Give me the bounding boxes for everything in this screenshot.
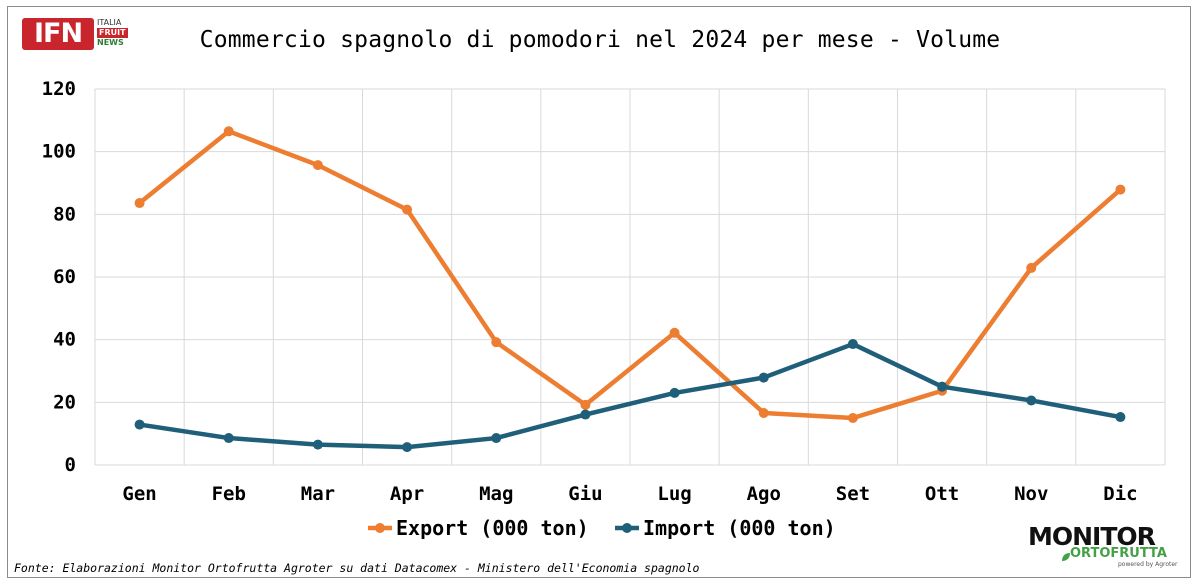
x-tick-label: Ott bbox=[925, 483, 959, 505]
legend-import-label: Import (000 ton) bbox=[643, 516, 836, 540]
data-point-export bbox=[580, 399, 591, 410]
data-point-import bbox=[312, 439, 323, 450]
x-tick-label: Set bbox=[836, 483, 870, 505]
data-point-import bbox=[1115, 412, 1126, 423]
data-point-import bbox=[847, 339, 858, 350]
series-line-export bbox=[137, 129, 1123, 421]
ifn-logo-text: ITALIA FRUIT NEWS bbox=[97, 18, 147, 48]
data-point-import bbox=[937, 381, 948, 392]
y-tick-label: 20 bbox=[53, 391, 76, 413]
data-point-export bbox=[669, 327, 680, 338]
y-tick-label: 120 bbox=[42, 78, 76, 100]
data-point-import bbox=[1026, 395, 1037, 406]
x-tick-label: Mag bbox=[479, 483, 513, 505]
x-tick-label: Giu bbox=[568, 483, 602, 505]
leaf-icon bbox=[1062, 553, 1070, 561]
data-point-import bbox=[134, 419, 145, 430]
x-tick-label: Gen bbox=[122, 483, 156, 505]
ifn-logo-mark: IFN bbox=[22, 18, 94, 50]
x-tick-label: Mar bbox=[301, 483, 335, 505]
data-point-export bbox=[312, 160, 323, 171]
data-point-import bbox=[669, 387, 680, 398]
legend-export-marker bbox=[375, 523, 385, 533]
data-point-export bbox=[402, 204, 413, 215]
monitor-logo-sub: ORTOFRUTTA bbox=[1070, 546, 1167, 561]
series-line-import bbox=[137, 341, 1123, 450]
legend-import-marker bbox=[622, 523, 632, 533]
line-chart: 0 20 40 60 80 100 120 Gen Feb Mar Apr Mag Giu Lug Ago S… bbox=[42, 78, 1166, 540]
data-point-export bbox=[1115, 184, 1126, 195]
data-point-export bbox=[491, 337, 502, 348]
ifn-logo-line2: FRUIT bbox=[97, 28, 128, 38]
data-point-export bbox=[1026, 262, 1037, 273]
data-point-import bbox=[580, 409, 591, 420]
x-tick-label: Dic bbox=[1103, 483, 1137, 505]
ifn-logo-line1: ITALIA bbox=[97, 18, 122, 27]
monitor-logo-powered: powered by Agroter bbox=[1118, 561, 1178, 568]
ifn-logo: IFN ITALIA FRUIT NEWS bbox=[22, 18, 144, 52]
data-point-export bbox=[223, 126, 234, 137]
data-point-import bbox=[223, 433, 234, 444]
x-tick-label: Feb bbox=[212, 483, 246, 505]
data-point-export bbox=[758, 407, 769, 418]
y-tick-label: 60 bbox=[53, 266, 76, 288]
data-point-import bbox=[758, 372, 769, 383]
ifn-logo-line3: NEWS bbox=[97, 38, 124, 47]
y-tick-label: 80 bbox=[53, 203, 76, 225]
x-tick-label: Lug bbox=[657, 483, 691, 505]
data-point-export bbox=[847, 413, 858, 423]
chart-frame bbox=[7, 6, 1191, 578]
x-tick-label: Nov bbox=[1014, 483, 1048, 505]
monitor-ortofrutta-logo: MONITOR ORTOFRUTTA powered by Agroter bbox=[1028, 522, 1186, 570]
x-tick-label: Apr bbox=[390, 483, 424, 505]
source-note: Fonte: Elaborazioni Monitor Ortofrutta A… bbox=[14, 561, 700, 575]
monitor-logo-main: MONITOR bbox=[1028, 522, 1156, 551]
chart-title: Commercio spagnolo di pomodori nel 2024 … bbox=[199, 27, 1001, 53]
y-tick-label: 40 bbox=[53, 329, 76, 351]
x-tick-label: Ago bbox=[747, 483, 781, 505]
data-point-import bbox=[491, 433, 502, 444]
y-tick-label: 100 bbox=[42, 141, 76, 163]
data-point-export bbox=[134, 198, 145, 209]
data-point-import bbox=[402, 442, 413, 453]
y-tick-label: 0 bbox=[65, 454, 76, 476]
legend-export-label: Export (000 ton) bbox=[396, 516, 589, 540]
